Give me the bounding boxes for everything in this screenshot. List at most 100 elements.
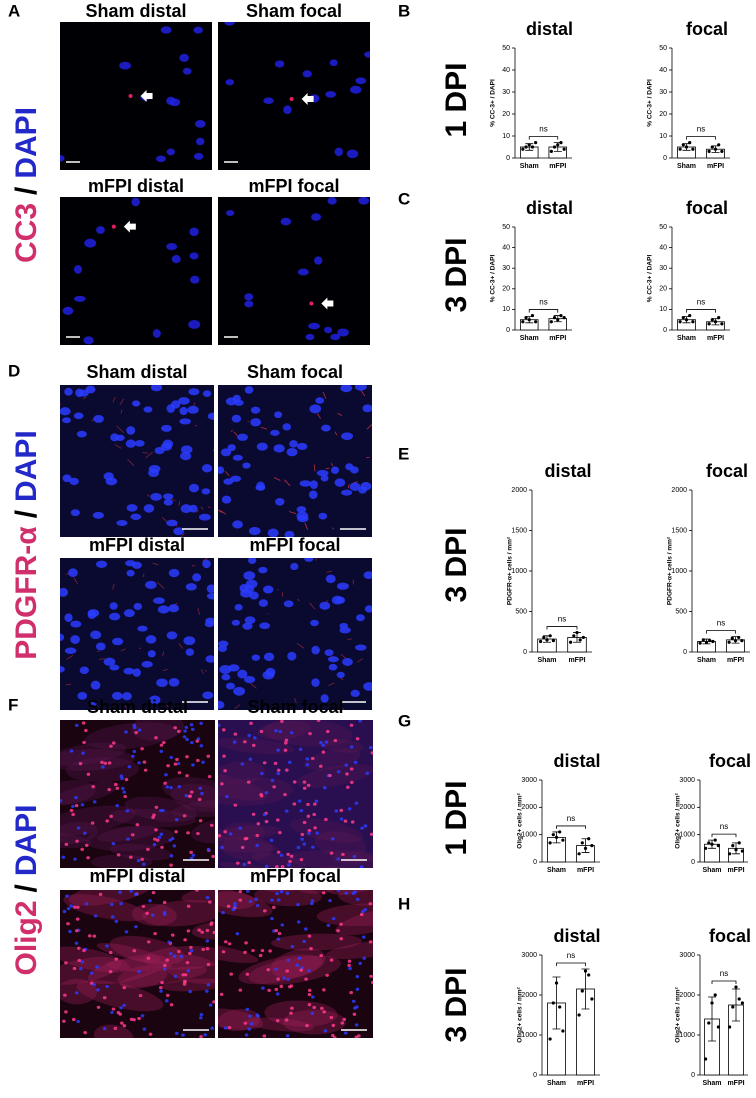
nucleus [142,862,146,866]
nucleus [109,814,113,818]
nucleus [172,844,177,848]
chart-title: focal [686,19,728,39]
nucleus [132,668,141,677]
nucleus [275,865,279,868]
y-tick-label: 20 [502,286,510,293]
nucleus [109,612,121,621]
nucleus [75,839,79,843]
process [162,651,165,657]
tissue [93,1024,134,1038]
nucleus [276,937,281,941]
nucleus [87,609,100,618]
y-axis-label: % CC-3+ / DAPI [490,255,497,303]
nucleus [306,783,311,787]
data-point [587,837,591,841]
nucleus [223,830,227,834]
nucleus [347,959,352,963]
nucleus [339,817,344,821]
data-point [530,313,535,318]
panel-label: H [398,894,410,913]
data-point [575,630,579,635]
nucleus [205,989,209,993]
y-tick-label: 50 [502,224,510,231]
process [205,669,207,672]
y-tick-label: 50 [502,45,510,52]
x-tick-label: Sham [520,335,539,342]
nucleus [62,909,67,914]
nucleus [339,808,344,812]
nucleus [208,1003,213,1007]
nucleus [262,761,267,765]
data-point [731,844,735,848]
nucleus [304,977,308,981]
data-point [716,844,721,848]
nucleus [307,831,311,835]
nucleus [346,785,350,789]
nucleus [282,976,286,980]
nucleus [274,987,279,992]
y-tick-label: 0 [506,155,510,162]
stain-label: Olig2 / DAPI [10,804,43,975]
nucleus [199,1035,203,1038]
nucleus [308,322,320,330]
y-tick-label: 20 [502,111,510,118]
nucleus [78,967,83,971]
nucleus [153,837,157,841]
nucleus [90,630,102,640]
nucleus [107,761,112,765]
data-point [737,635,741,640]
nucleus [189,856,194,860]
arrow [123,220,136,233]
nucleus [247,861,251,865]
nucleus [124,730,128,734]
micrograph [218,558,372,710]
nucleus [132,1018,136,1022]
nucleus [74,796,78,800]
data-point [688,141,692,145]
nucleus [264,820,269,824]
nucleus [212,1000,215,1004]
nucleus [137,761,141,765]
data-point [578,638,582,642]
data-point [691,320,695,324]
nucleus [206,754,211,758]
nucleus [227,444,236,452]
stain-marker: Olig2 [10,901,43,976]
tissue [60,821,98,844]
x-tick-label: mFPI [707,335,724,342]
tissue [84,722,178,750]
nucleus [169,863,173,867]
nucleus [181,1033,185,1037]
process [114,444,122,449]
nucleus [87,934,92,938]
nucleus [340,1021,345,1025]
nucleus [148,899,152,903]
nucleus [189,790,194,794]
data-point [698,641,702,645]
nucleus [334,809,339,813]
nucleus [154,828,158,832]
process [315,558,317,561]
tissue [117,965,168,989]
y-tick-label: 20 [659,286,667,293]
nucleus [274,929,278,933]
nucleus [193,152,204,160]
tissue [97,825,159,842]
nucleus [83,1031,87,1035]
row-label: 3 DPI [440,527,473,602]
nucleus [345,772,349,776]
nucleus [354,1035,359,1038]
nucleus [148,468,160,478]
nucleus [115,786,120,790]
chart-title: distal [526,19,573,39]
data-point [710,1001,714,1005]
nucleus [107,788,112,792]
process [304,522,308,530]
nucleus [77,946,81,950]
nucleus [342,1017,347,1021]
nucleus [336,770,341,774]
nucleus [137,728,142,732]
nucleus [198,819,203,823]
micrograph [60,720,215,868]
nucleus [220,782,224,786]
